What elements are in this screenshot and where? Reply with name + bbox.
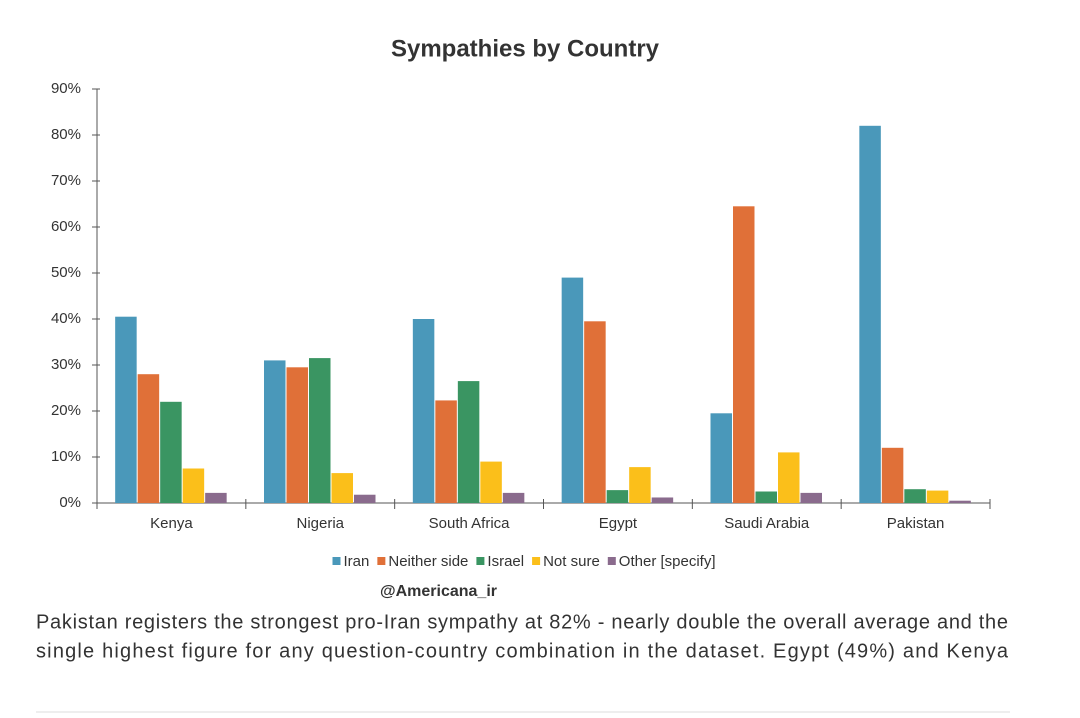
y-tick-label: 20%: [51, 402, 81, 419]
bar: [435, 400, 457, 503]
paragraph-line: single highest figure for any question-c…: [36, 640, 1009, 662]
x-tick-label: South Africa: [429, 515, 511, 532]
x-tick-label: Saudi Arabia: [724, 515, 810, 532]
legend-swatch: [377, 557, 386, 565]
bar: [309, 358, 331, 503]
y-tick-label: 0%: [59, 494, 81, 511]
y-tick-label: 30%: [51, 356, 81, 373]
legend-label: Neither side: [388, 553, 468, 570]
bar: [160, 401, 182, 503]
bar: [733, 206, 755, 504]
bar: [137, 374, 160, 503]
legend-label: Not sure: [543, 553, 600, 570]
legend-swatch: [476, 557, 485, 565]
bar: [182, 468, 205, 503]
bar: [584, 321, 606, 503]
bar: [926, 490, 949, 503]
y-tick-label: 90%: [51, 80, 81, 97]
bar: [651, 497, 674, 503]
bar: [412, 319, 435, 503]
bar: [115, 316, 137, 503]
x-tick-label: Pakistan: [887, 515, 945, 532]
y-tick-label: 40%: [51, 310, 81, 327]
y-tick-label: 60%: [51, 218, 81, 235]
y-tick-label: 50%: [51, 264, 81, 281]
bar: [606, 490, 629, 503]
paragraph-line: Pakistan registers the strongest pro-Ira…: [36, 611, 1008, 633]
legend-label: Other [specify]: [619, 553, 716, 570]
bar: [710, 413, 732, 503]
legend-swatch: [532, 557, 541, 565]
bar: [800, 492, 822, 503]
x-tick-label: Nigeria: [296, 515, 344, 532]
y-tick-label: 70%: [51, 172, 81, 189]
bar: [502, 492, 525, 503]
bar: [859, 125, 881, 504]
bar: [457, 381, 480, 503]
bar: [354, 494, 376, 503]
bar: [286, 367, 308, 503]
bar: [480, 461, 502, 503]
bar: [331, 473, 353, 503]
legend-swatch: [607, 557, 616, 565]
legend-label: Israel: [487, 553, 524, 570]
watermark: @Americana_ir: [380, 583, 497, 600]
bar: [881, 447, 904, 503]
bar: [264, 360, 286, 503]
bar: [949, 500, 971, 503]
bar: [778, 452, 800, 503]
x-tick-label: Egypt: [599, 515, 638, 532]
y-tick-label: 10%: [51, 448, 81, 465]
bar: [755, 491, 777, 503]
legend-swatch: [332, 557, 341, 565]
legend-label: Iran: [344, 553, 370, 570]
y-tick-label: 80%: [51, 126, 81, 143]
bar: [629, 467, 651, 503]
bar: [205, 492, 227, 503]
chart-title: Sympathies by Country: [391, 35, 660, 62]
bar: [904, 489, 926, 503]
bar: [561, 277, 584, 503]
x-tick-label: Kenya: [150, 515, 193, 532]
